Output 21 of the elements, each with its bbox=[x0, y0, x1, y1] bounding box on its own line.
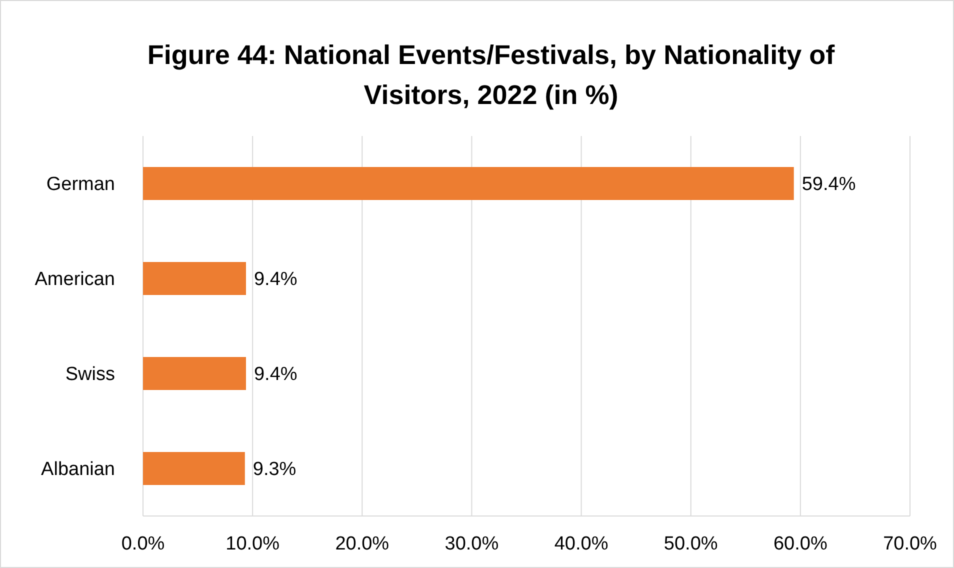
y-tick-label: Albanian bbox=[41, 459, 115, 480]
x-tick-label: 0.0% bbox=[121, 533, 165, 554]
data-label: 59.4% bbox=[802, 174, 856, 196]
data-label: 9.4% bbox=[254, 364, 298, 386]
data-label: 9.4% bbox=[254, 269, 298, 290]
x-tick-label: 50.0% bbox=[664, 533, 718, 554]
x-tick-label: 10.0% bbox=[226, 533, 280, 554]
x-tick-label: 30.0% bbox=[444, 533, 499, 554]
y-tick-label: Swiss bbox=[65, 364, 115, 386]
chart-title: Figure 44: National Events/Festivals, by Nationality of Visitors, 2022 (in %) bbox=[146, 39, 836, 112]
x-tick-label: 20.0% bbox=[335, 533, 390, 554]
y-tick-label: German bbox=[46, 174, 115, 196]
x-tick-label: 60.0% bbox=[773, 533, 828, 554]
bar bbox=[143, 167, 794, 200]
bar bbox=[143, 357, 246, 390]
y-tick-label: American bbox=[34, 269, 115, 290]
data-label: 9.3% bbox=[252, 459, 296, 480]
bar bbox=[143, 452, 245, 485]
x-tick-label: 70.0% bbox=[883, 533, 938, 554]
x-tick-label: 40.0% bbox=[554, 533, 608, 554]
bar bbox=[143, 262, 246, 295]
